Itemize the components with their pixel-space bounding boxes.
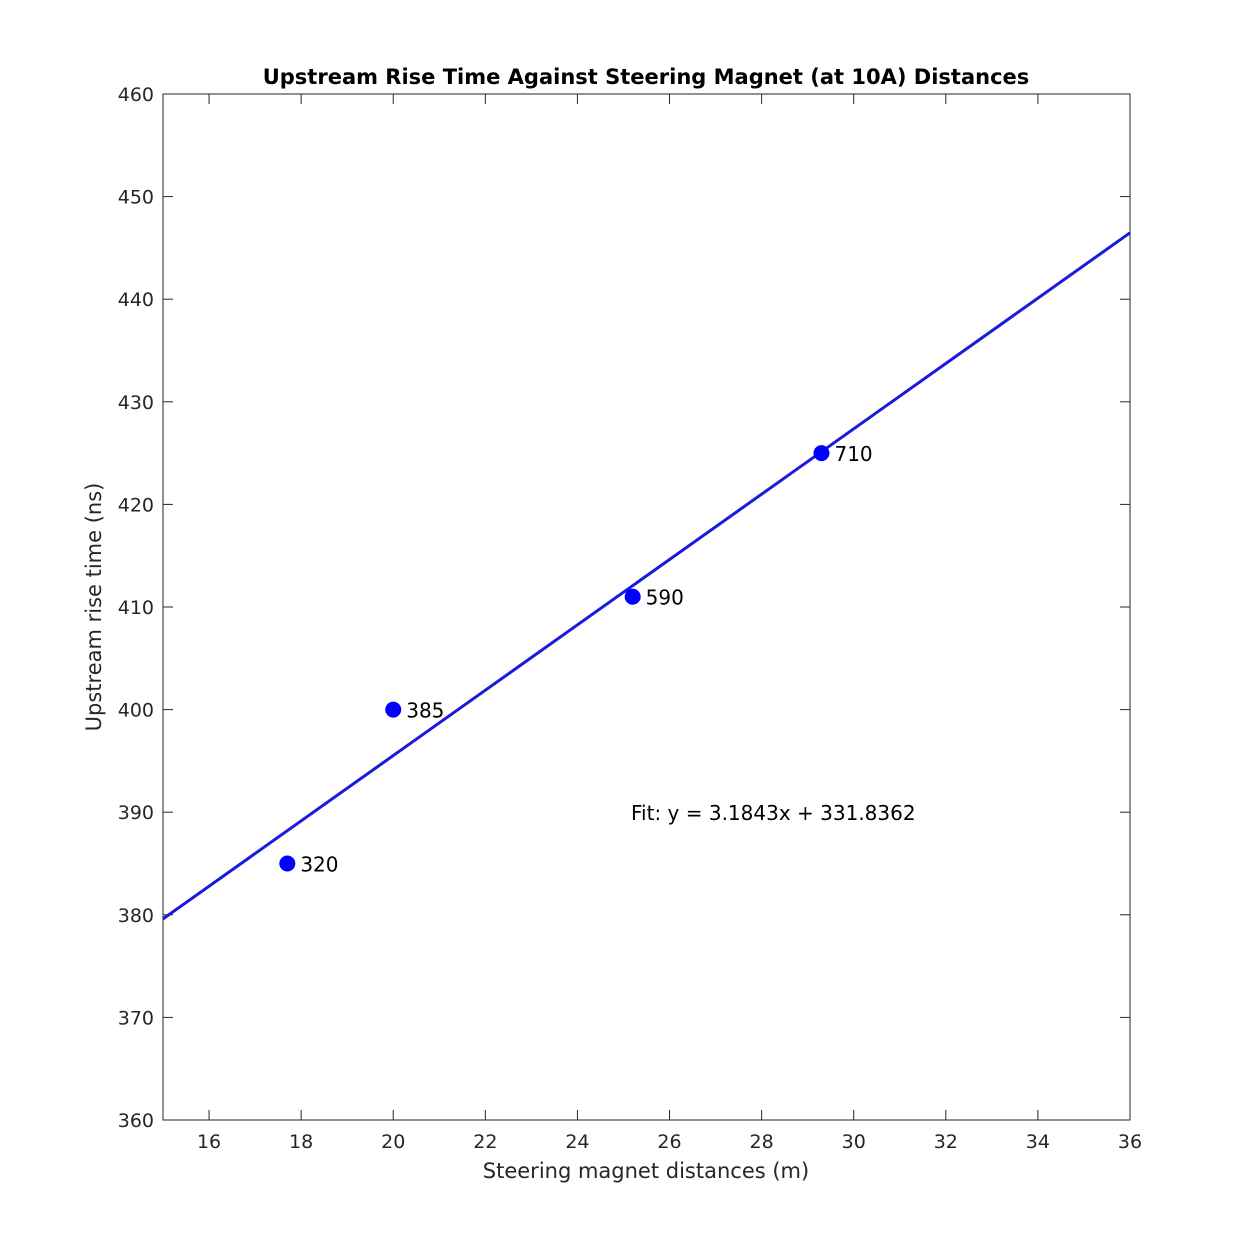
data-point — [385, 701, 402, 718]
y-tick-label: 440 — [118, 289, 154, 311]
y-tick-label: 360 — [118, 1110, 154, 1132]
x-tick-label: 16 — [197, 1131, 221, 1153]
x-tick-label: 22 — [473, 1131, 497, 1153]
x-tick-label: 34 — [1026, 1131, 1050, 1153]
y-tick-label: 420 — [118, 494, 154, 516]
data-point-label: 385 — [406, 699, 444, 723]
data-point — [813, 445, 830, 462]
fit-line — [162, 231, 1131, 921]
x-tick-label: 28 — [750, 1131, 774, 1153]
x-tick-label: 36 — [1118, 1131, 1142, 1153]
y-tick-label: 450 — [118, 187, 154, 209]
fit-equation-label: Fit: y = 3.1843x + 331.8362 — [631, 801, 916, 825]
data-point-label: 590 — [646, 586, 684, 610]
x-tick-label: 24 — [565, 1131, 589, 1153]
data-point-label: 710 — [834, 442, 872, 466]
y-tick-label: 400 — [118, 700, 154, 722]
data-point-label: 320 — [300, 853, 338, 877]
x-tick-label: 26 — [657, 1131, 681, 1153]
x-tick-label: 20 — [381, 1131, 405, 1153]
y-axis-label: Upstream rise time (ns) — [82, 483, 106, 732]
x-axis-label: Steering magnet distances (m) — [483, 1159, 809, 1183]
y-tick-label: 370 — [118, 1007, 154, 1029]
y-tick-label: 380 — [118, 905, 154, 927]
x-tick-label: 18 — [289, 1131, 313, 1153]
x-tick-label: 32 — [934, 1131, 958, 1153]
x-tick-label: 30 — [842, 1131, 866, 1153]
y-tick-label: 460 — [118, 84, 154, 106]
y-tick-label: 430 — [118, 392, 154, 414]
data-point — [624, 588, 641, 605]
data-point — [279, 855, 296, 872]
plot-area: 16 18 20 22 24 26 28 30 32 34 36 360 370 380 390 400 410… — [118, 84, 1142, 1153]
y-tick-label: 410 — [118, 597, 154, 619]
chart-title: Upstream Rise Time Against Steering Magn… — [263, 65, 1030, 89]
y-tick-label: 390 — [118, 802, 154, 824]
